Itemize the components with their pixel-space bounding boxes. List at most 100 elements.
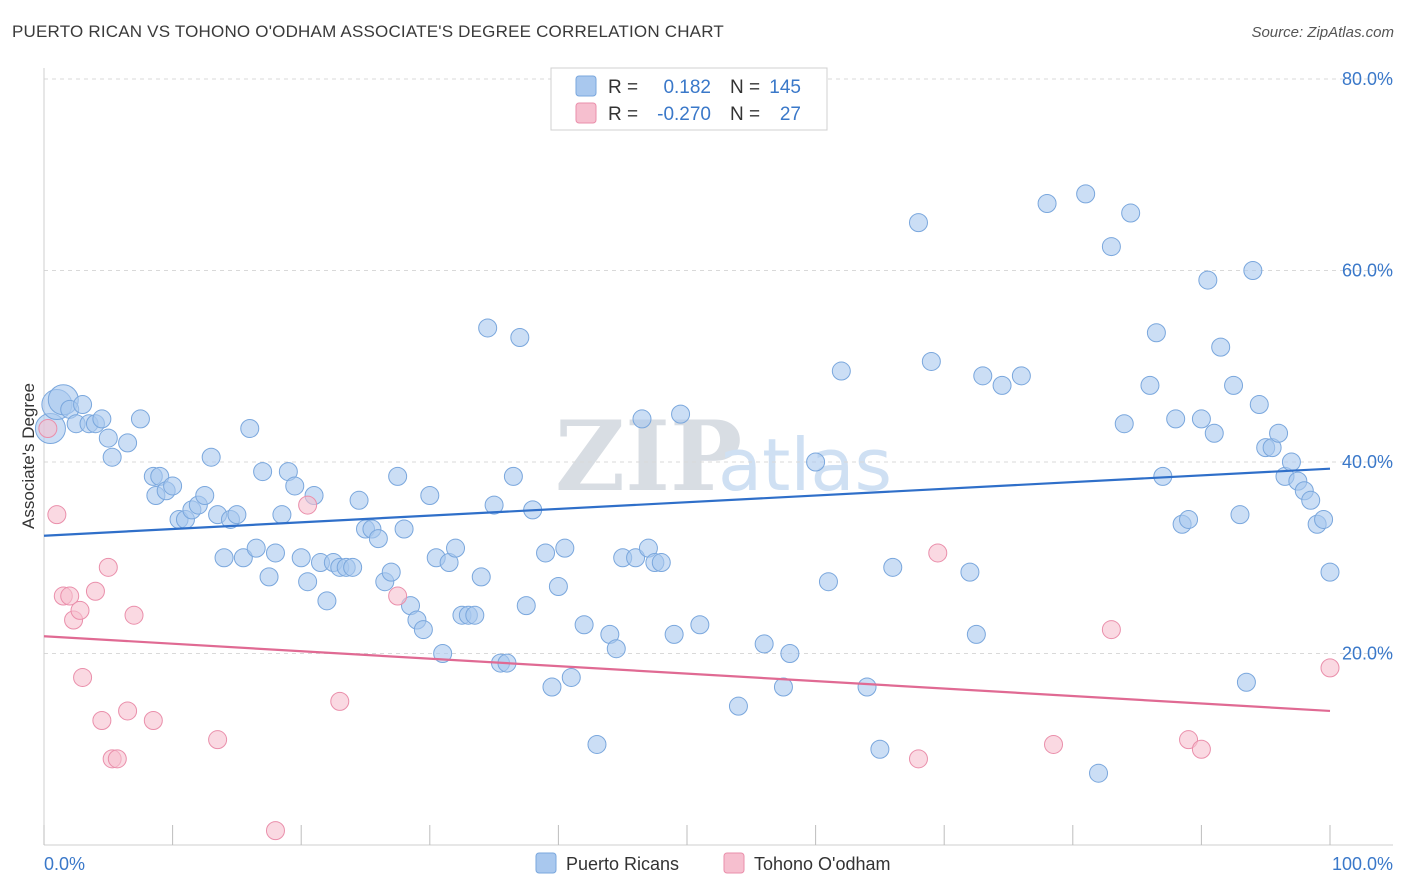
point-puerto-ricans-78 bbox=[561, 667, 581, 687]
correlation-legend: R = 0.182 N = 145 R = -0.270 N = 27 bbox=[550, 67, 828, 131]
trend-lines bbox=[43, 467, 1331, 713]
point-puerto-ricans-59 bbox=[433, 644, 453, 663]
point-puerto-ricans-61 bbox=[446, 538, 466, 558]
legend-r-label-1: R = bbox=[608, 77, 638, 98]
point-puerto-ricans-25 bbox=[214, 548, 234, 568]
legend-n-label-2: N = bbox=[730, 104, 760, 125]
point-puerto-ricans-113 bbox=[1114, 414, 1134, 434]
series-puerto-ricans-points bbox=[34, 184, 1340, 783]
point-puerto-ricans-88 bbox=[651, 553, 671, 573]
point-puerto-ricans-95 bbox=[780, 644, 800, 663]
point-puerto-ricans-22 bbox=[195, 486, 215, 506]
bottom-legend-label-tohono-oodham: Tohono O'odham bbox=[754, 854, 891, 874]
point-tohono-oodham-20 bbox=[908, 749, 928, 769]
point-puerto-ricans-5 bbox=[73, 395, 93, 415]
point-puerto-ricans-99 bbox=[857, 677, 877, 697]
point-puerto-ricans-97 bbox=[818, 572, 838, 592]
point-puerto-ricans-111 bbox=[1089, 763, 1109, 783]
y-tick-label-40: 40.0% bbox=[1342, 452, 1393, 472]
point-puerto-ricans-103 bbox=[921, 351, 941, 371]
point-puerto-ricans-67 bbox=[484, 495, 504, 515]
y-tick-label-80: 80.0% bbox=[1342, 69, 1393, 89]
point-puerto-ricans-72 bbox=[516, 596, 536, 616]
point-puerto-ricans-91 bbox=[690, 615, 710, 635]
legend-r-value-2: -0.270 bbox=[657, 104, 711, 125]
point-tohono-oodham-7 bbox=[85, 581, 105, 601]
point-puerto-ricans-128 bbox=[1243, 261, 1263, 280]
point-tohono-oodham-1 bbox=[47, 505, 67, 525]
point-puerto-ricans-127 bbox=[1236, 672, 1256, 692]
point-puerto-ricans-74 bbox=[536, 543, 556, 563]
point-puerto-ricans-53 bbox=[394, 519, 414, 539]
axes bbox=[43, 68, 1393, 846]
point-puerto-ricans-101 bbox=[883, 557, 903, 577]
point-tohono-oodham-18 bbox=[330, 691, 350, 711]
point-tohono-oodham-15 bbox=[208, 730, 228, 750]
point-puerto-ricans-65 bbox=[471, 567, 491, 587]
point-puerto-ricans-90 bbox=[671, 404, 691, 424]
point-puerto-ricans-17 bbox=[163, 476, 183, 496]
point-puerto-ricans-28 bbox=[233, 548, 253, 568]
point-puerto-ricans-77 bbox=[555, 538, 575, 558]
point-puerto-ricans-122 bbox=[1198, 270, 1218, 290]
point-puerto-ricans-52 bbox=[388, 466, 408, 486]
point-puerto-ricans-140 bbox=[1320, 562, 1340, 582]
point-puerto-ricans-112 bbox=[1101, 237, 1121, 257]
point-puerto-ricans-9 bbox=[98, 428, 118, 448]
point-puerto-ricans-85 bbox=[632, 409, 652, 429]
point-tohono-oodham-13 bbox=[124, 605, 144, 625]
point-puerto-ricans-107 bbox=[992, 375, 1012, 395]
point-tohono-oodham-19 bbox=[388, 586, 408, 606]
point-puerto-ricans-126 bbox=[1230, 505, 1250, 525]
point-tohono-oodham-17 bbox=[298, 495, 318, 515]
point-puerto-ricans-123 bbox=[1204, 423, 1224, 443]
point-puerto-ricans-84 bbox=[626, 548, 646, 568]
point-puerto-ricans-79 bbox=[574, 615, 594, 635]
point-puerto-ricans-96 bbox=[806, 452, 826, 472]
point-puerto-ricans-137 bbox=[1301, 490, 1321, 510]
point-puerto-ricans-132 bbox=[1269, 423, 1289, 443]
y-tick-label-20: 20.0% bbox=[1342, 644, 1393, 664]
point-puerto-ricans-80 bbox=[587, 734, 607, 754]
gridlines bbox=[44, 78, 1393, 654]
point-tohono-oodham-23 bbox=[1101, 620, 1121, 640]
point-puerto-ricans-100 bbox=[870, 739, 890, 759]
point-tohono-oodham-24 bbox=[1179, 730, 1199, 750]
x-tick-label-max: 100.0% bbox=[1332, 854, 1393, 874]
point-puerto-ricans-33 bbox=[265, 543, 285, 563]
chart-title: PUERTO RICAN VS TOHONO O'ODHAM ASSOCIATE… bbox=[12, 22, 724, 41]
point-puerto-ricans-94 bbox=[773, 677, 793, 697]
point-tohono-oodham-3 bbox=[60, 586, 80, 606]
point-puerto-ricans-121 bbox=[1191, 409, 1211, 429]
point-puerto-ricans-104 bbox=[960, 562, 980, 582]
point-puerto-ricans-82 bbox=[606, 639, 626, 659]
point-puerto-ricans-109 bbox=[1037, 193, 1057, 213]
point-puerto-ricans-41 bbox=[317, 591, 337, 611]
legend-swatch-blue bbox=[575, 75, 597, 97]
point-puerto-ricans-93 bbox=[754, 634, 774, 654]
point-puerto-ricans-46 bbox=[349, 490, 369, 510]
legend-n-value-2: 27 bbox=[780, 104, 801, 125]
y-axis-title: Associate's Degree bbox=[19, 383, 38, 529]
point-puerto-ricans-71 bbox=[510, 328, 530, 348]
point-puerto-ricans-124 bbox=[1211, 337, 1231, 357]
bottom-legend-label-puerto-ricans: Puerto Ricans bbox=[566, 854, 679, 874]
point-puerto-ricans-139 bbox=[1314, 509, 1334, 529]
point-puerto-ricans-23 bbox=[201, 447, 221, 467]
point-puerto-ricans-29 bbox=[240, 418, 260, 438]
point-puerto-ricans-49 bbox=[368, 529, 388, 549]
point-puerto-ricans-36 bbox=[285, 476, 305, 496]
point-tohono-oodham-25 bbox=[1191, 739, 1211, 759]
point-puerto-ricans-12 bbox=[130, 409, 150, 429]
legend-swatch-pink bbox=[575, 102, 597, 124]
point-tohono-oodham-21 bbox=[928, 543, 948, 563]
point-puerto-ricans-102 bbox=[908, 213, 928, 233]
point-puerto-ricans-108 bbox=[1011, 366, 1031, 386]
point-puerto-ricans-56 bbox=[413, 620, 433, 640]
point-puerto-ricans-110 bbox=[1076, 184, 1096, 204]
point-puerto-ricans-11 bbox=[118, 433, 138, 453]
point-puerto-ricans-134 bbox=[1281, 452, 1301, 472]
point-puerto-ricans-75 bbox=[542, 677, 562, 697]
point-tohono-oodham-16 bbox=[265, 821, 285, 841]
